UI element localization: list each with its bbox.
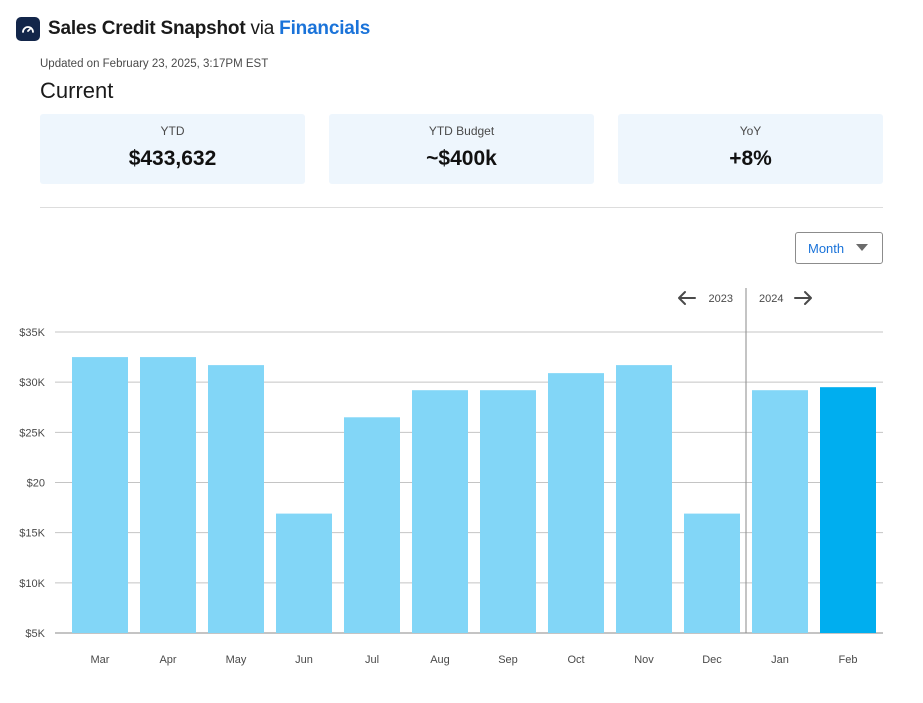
financials-link[interactable]: Financials bbox=[279, 18, 371, 39]
updated-timestamp: Updated on February 23, 2025, 3:17PM EST bbox=[40, 58, 269, 70]
sales-bar-chart: $5K $10K $15K $20 $25K $30K $35K Mar Apr May Jun J… bbox=[19, 288, 883, 666]
bar-jul[interactable] bbox=[344, 417, 400, 633]
chevron-down-icon bbox=[856, 244, 868, 251]
x-tick-label: Oct bbox=[567, 654, 584, 666]
x-tick-label: Jul bbox=[365, 654, 379, 666]
x-tick-label: May bbox=[226, 654, 247, 666]
bar-sep[interactable] bbox=[480, 390, 536, 633]
year-prev-label: 2023 bbox=[709, 293, 733, 305]
bar-dec[interactable] bbox=[684, 513, 740, 633]
y-tick-label: $15K bbox=[19, 528, 45, 540]
bar-nov[interactable] bbox=[616, 365, 672, 633]
arrow-right-icon[interactable] bbox=[794, 291, 812, 305]
bar-may[interactable] bbox=[208, 365, 264, 633]
year-next-label: 2024 bbox=[759, 293, 783, 305]
chart-y-axis: $5K $10K $15K $20 $25K $30K $35K bbox=[19, 327, 45, 640]
divider bbox=[40, 207, 883, 208]
bar-aug[interactable] bbox=[412, 390, 468, 633]
chart-bars bbox=[72, 357, 876, 633]
period-dropdown-label: Month bbox=[808, 240, 845, 256]
card-value: +8% bbox=[729, 147, 772, 170]
chart-x-axis: Mar Apr May Jun Jul Aug Sep Oct Nov Dec Jan Feb bbox=[91, 654, 858, 666]
year-navigation: 2023 2024 bbox=[678, 291, 812, 305]
y-tick-label: $5K bbox=[25, 628, 45, 640]
bar-apr[interactable] bbox=[140, 357, 196, 633]
bar-oct[interactable] bbox=[548, 373, 604, 633]
ytd-budget-card: YTD Budget ~$400k bbox=[329, 114, 594, 184]
card-label: YTD Budget bbox=[428, 124, 495, 138]
header: Sales Credit Snapshot via Financials bbox=[16, 17, 370, 41]
y-tick-label: $35K bbox=[19, 327, 45, 339]
x-tick-label: Nov bbox=[634, 654, 654, 666]
bar-mar[interactable] bbox=[72, 357, 128, 633]
page-title: Sales Credit Snapshot via Financials bbox=[48, 18, 370, 40]
card-value: ~$400k bbox=[426, 147, 497, 170]
x-tick-label: Aug bbox=[430, 654, 450, 666]
y-tick-label: $25K bbox=[19, 427, 45, 439]
bar-feb[interactable] bbox=[820, 387, 876, 633]
bar-jun[interactable] bbox=[276, 513, 332, 633]
title-via: via bbox=[250, 18, 275, 39]
card-label: YTD bbox=[160, 124, 185, 138]
x-tick-label: Sep bbox=[498, 654, 518, 666]
period-dropdown[interactable]: Month bbox=[795, 232, 883, 264]
x-tick-label: Dec bbox=[702, 654, 722, 666]
bar-jan[interactable] bbox=[752, 390, 808, 633]
x-tick-label: Jun bbox=[295, 654, 313, 666]
speedometer-icon bbox=[16, 17, 40, 41]
card-value: $433,632 bbox=[128, 147, 217, 170]
yoy-card: YoY +8% bbox=[618, 114, 883, 184]
section-title: Current bbox=[40, 78, 114, 103]
x-tick-label: Feb bbox=[839, 654, 858, 666]
ytd-card: YTD $433,632 bbox=[40, 114, 305, 184]
y-tick-label: $20 bbox=[27, 478, 45, 490]
x-tick-label: Jan bbox=[771, 654, 789, 666]
card-label: YoY bbox=[739, 124, 762, 138]
summary-cards: YTD $433,632 YTD Budget ~$400k YoY +8% bbox=[40, 114, 883, 184]
x-tick-label: Mar bbox=[91, 654, 110, 666]
y-tick-label: $30K bbox=[19, 377, 45, 389]
y-tick-label: $10K bbox=[19, 578, 45, 590]
x-tick-label: Apr bbox=[159, 654, 176, 666]
arrow-left-icon[interactable] bbox=[678, 291, 696, 305]
title-text: Sales Credit Snapshot bbox=[48, 18, 246, 39]
